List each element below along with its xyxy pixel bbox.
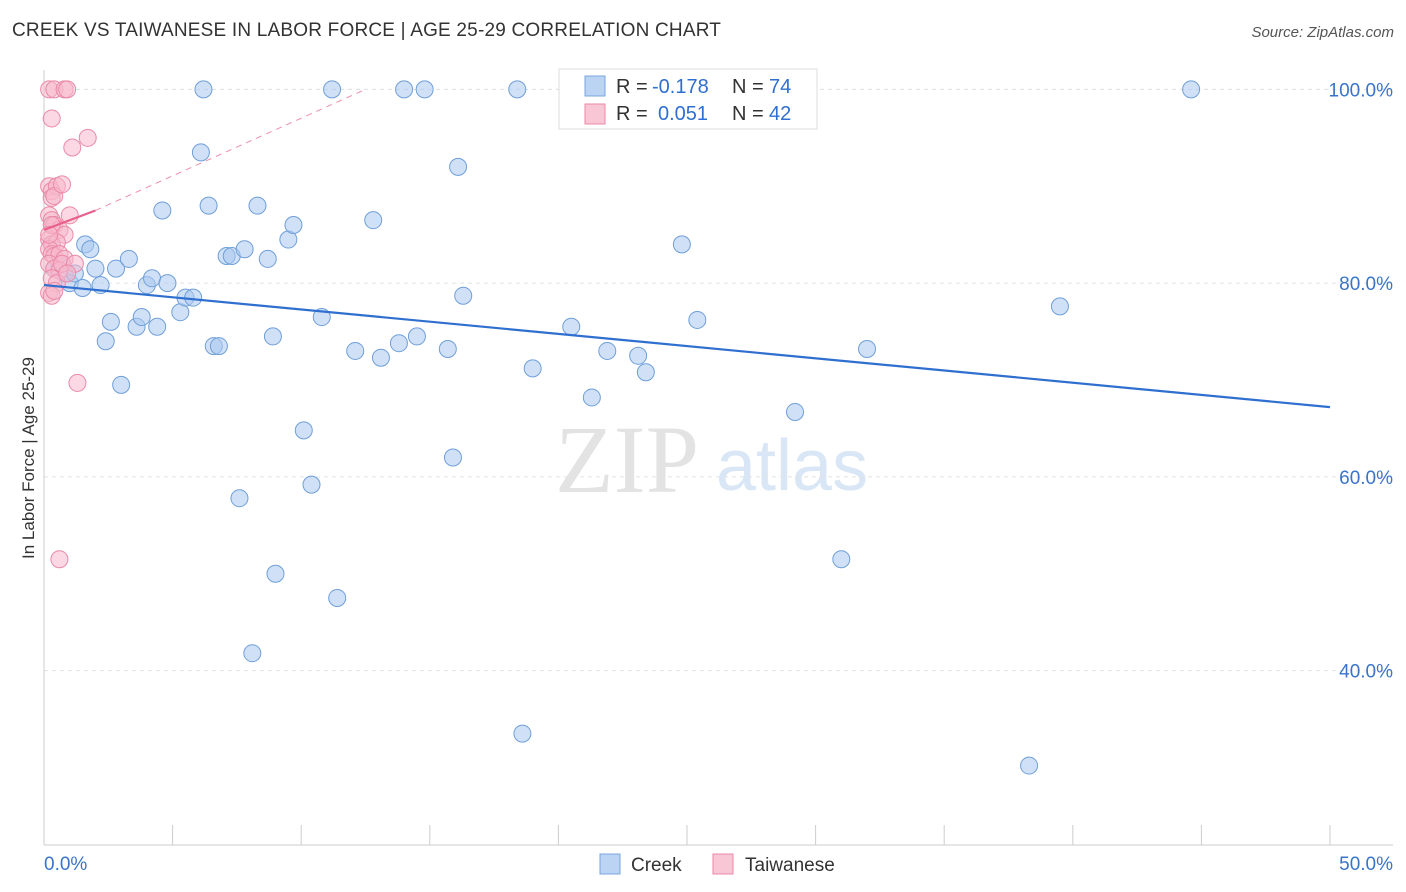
watermark-zip: ZIP — [555, 406, 699, 513]
taiwanese-point-3 — [58, 80, 77, 99]
legend-r-value-creek: -0.178 — [652, 76, 709, 98]
legend-n-label-taiwanese: N = — [732, 103, 764, 125]
y-tick-label-40: 40.0% — [1339, 662, 1393, 683]
taiwanese-points — [40, 80, 97, 569]
series-legend-label-creek: Creek — [631, 855, 682, 876]
watermark-atlas: atlas — [716, 426, 868, 506]
y-tick-label-60: 60.0% — [1339, 468, 1393, 489]
creek-point-66 — [688, 310, 707, 329]
creek-point-48 — [371, 348, 390, 367]
stats-legend: R = -0.178 N = 74 R = 0.051 N = 42 — [558, 68, 818, 130]
creek-point-60 — [562, 317, 581, 336]
creek-point-54 — [443, 448, 462, 467]
creek-point-27 — [199, 196, 218, 215]
x-tick-label-min: 0.0% — [44, 854, 87, 875]
chart-title: CREEK VS TAIWANESE IN LABOR FORCE | AGE … — [12, 20, 722, 41]
creek-point-55 — [449, 157, 468, 176]
y-axis-title: In Labor Force | Age 25-29 — [19, 357, 38, 559]
creek-point-71 — [1050, 297, 1069, 316]
creek-point-29 — [209, 337, 228, 356]
legend-r-label-creek: R = — [616, 76, 648, 98]
creek-point-58 — [513, 724, 532, 743]
creek-point-65 — [672, 235, 691, 254]
creek-point-45 — [328, 588, 347, 607]
creek-point-34 — [243, 644, 262, 663]
series-legend-swatch-creek — [599, 853, 621, 875]
creek-point-72 — [1182, 80, 1201, 99]
legend-swatch-taiwanese — [584, 103, 606, 125]
creek-point-33 — [235, 240, 254, 259]
legend-n-label-creek: N = — [732, 76, 764, 98]
creek-point-63 — [629, 346, 648, 365]
taiwanese-point-12 — [53, 175, 72, 194]
creek-point-35 — [248, 196, 267, 215]
creek-point-57 — [508, 80, 527, 99]
y-tick-label-80: 80.0% — [1339, 274, 1393, 295]
creek-point-19 — [148, 317, 167, 336]
creek-point-62 — [598, 341, 617, 360]
creek-point-51 — [407, 327, 426, 346]
legend-n-value-taiwanese: 42 — [769, 103, 791, 125]
creek-point-64 — [636, 363, 655, 382]
creek-point-46 — [346, 341, 365, 360]
y-tick-label-100: 100.0% — [1329, 80, 1394, 101]
series-legend-swatch-taiwanese — [712, 853, 734, 875]
taiwanese-trend-line — [43, 209, 96, 231]
creek-point-42 — [302, 475, 321, 494]
creek-trend-line — [43, 283, 1331, 409]
creek-point-44 — [323, 80, 342, 99]
creek-point-7 — [81, 240, 100, 259]
creek-point-50 — [395, 80, 414, 99]
creek-point-52 — [415, 80, 434, 99]
creek-point-36 — [258, 249, 277, 268]
taiwanese-point-37 — [58, 264, 77, 283]
gridlines — [44, 88, 1393, 672]
creek-point-38 — [266, 564, 285, 583]
taiwanese-point-39 — [50, 550, 69, 569]
creek-point-21 — [158, 274, 177, 293]
taiwanese-point-4 — [42, 109, 61, 128]
creek-point-70 — [1020, 756, 1039, 775]
creek-point-67 — [786, 402, 805, 421]
taiwanese-point-6 — [78, 128, 97, 147]
legend-r-label-taiwanese: R = — [616, 103, 648, 125]
trend-lines — [43, 88, 1331, 409]
legend-n-value-creek: 74 — [769, 76, 791, 98]
creek-point-37 — [263, 327, 282, 346]
taiwanese-point-38 — [68, 373, 87, 392]
creek-point-47 — [364, 211, 383, 230]
creek-point-59 — [523, 359, 542, 378]
creek-point-49 — [389, 334, 408, 353]
creek-point-32 — [230, 489, 249, 508]
creek-point-56 — [454, 286, 473, 305]
creek-point-8 — [86, 259, 105, 278]
creek-point-13 — [112, 375, 131, 394]
series-legend-label-taiwanese: Taiwanese — [745, 855, 835, 876]
creek-point-11 — [101, 312, 120, 331]
creek-point-20 — [153, 201, 172, 220]
creek-point-61 — [582, 388, 601, 407]
creek-point-10 — [96, 332, 115, 351]
creek-point-40 — [284, 216, 303, 234]
creek-point-68 — [832, 550, 851, 569]
creek-point-26 — [194, 80, 213, 99]
creek-point-53 — [438, 340, 457, 358]
taiwanese-point-5 — [63, 138, 82, 157]
creek-point-25 — [191, 143, 210, 162]
creek-point-14 — [119, 249, 138, 268]
series-legend: Creek Taiwanese — [599, 853, 835, 876]
taiwanese-trend-extension — [95, 88, 366, 211]
creek-point-69 — [858, 340, 877, 358]
chart-source: Source: ZipAtlas.com — [1251, 24, 1394, 41]
legend-r-value-taiwanese: 0.051 — [658, 103, 708, 125]
creek-point-18 — [143, 269, 162, 288]
legend-swatch-creek — [584, 75, 606, 97]
x-tick-label-max: 50.0% — [1339, 854, 1393, 875]
creek-point-12 — [107, 259, 126, 278]
creek-point-16 — [132, 308, 151, 327]
creek-point-41 — [294, 421, 313, 440]
